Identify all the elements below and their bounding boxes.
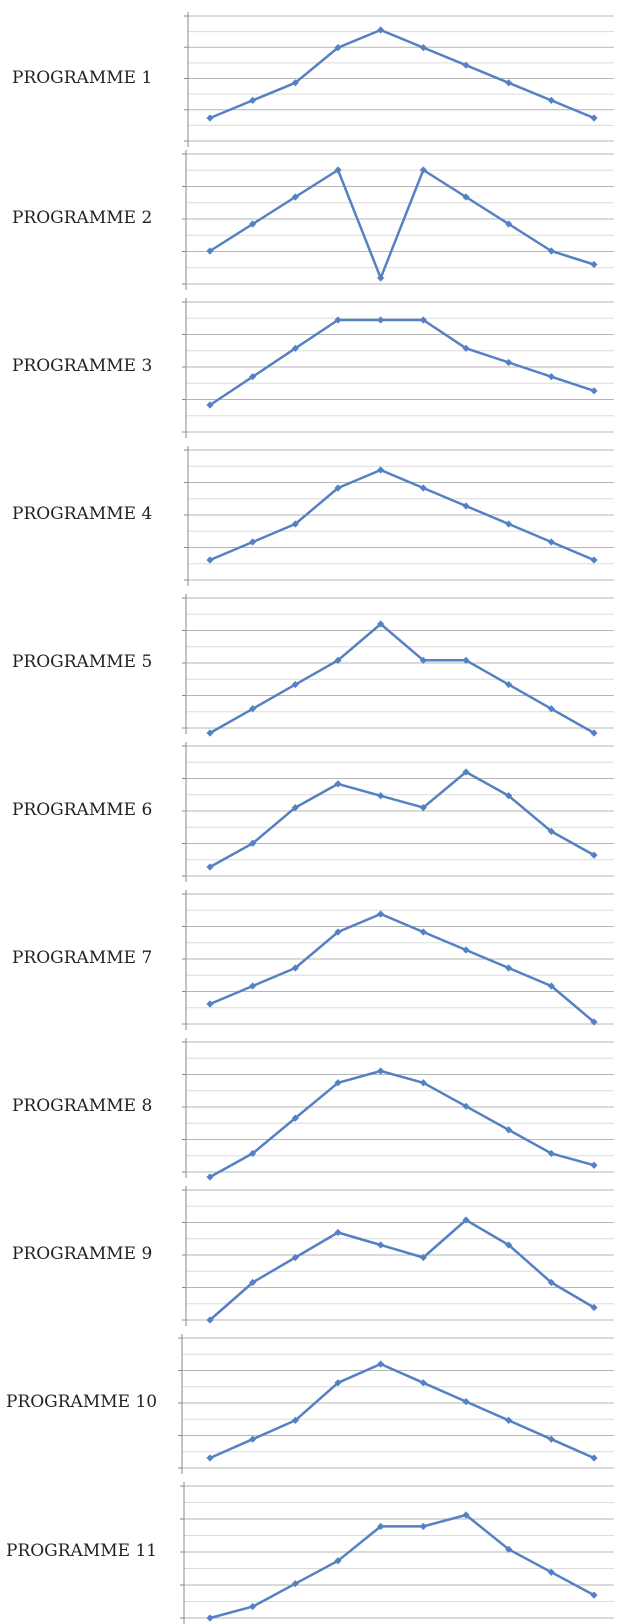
data-point	[206, 1614, 213, 1621]
data-point	[420, 1523, 427, 1530]
series-line	[210, 1515, 594, 1618]
